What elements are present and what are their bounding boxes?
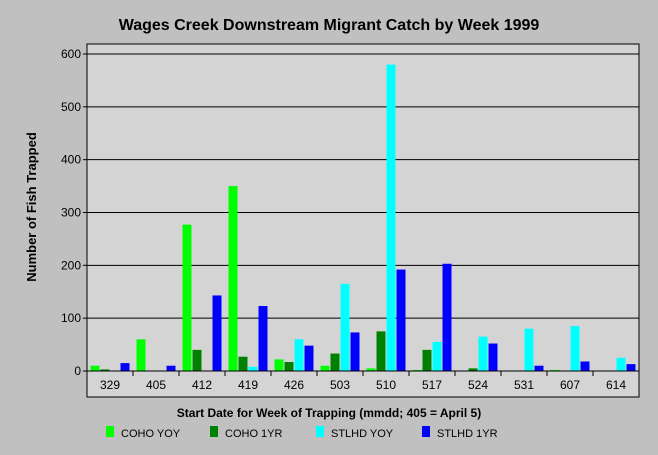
legend: COHO YOY COHO 1YR STLHD YOY STLHD 1YR [106,426,498,440]
legend-label: COHO 1YR [225,428,283,440]
bar-stlhd-yoy [616,357,626,371]
x-tick-label: 405 [146,378,166,392]
x-tick-label: 419 [238,378,258,392]
bar-stlhd-1yr [534,365,544,371]
x-tick-label: 510 [376,378,396,392]
bar-stlhd-1yr [304,345,314,371]
bar-stlhd-1yr [580,361,590,371]
bar-stlhd-yoy [340,283,350,371]
bar-coho-1yr [238,356,248,371]
gridlines [87,53,639,319]
y-tick-label: 100 [61,311,81,325]
bar-coho-1yr [330,353,340,371]
bar-coho-yoy [228,186,238,371]
y-tick-label: 0 [74,364,81,378]
bar-coho-yoy [274,359,284,371]
x-tick-label: 503 [330,378,350,392]
y-axis-label: Number of Fish Trapped [24,132,39,282]
legend-swatch [210,426,218,437]
bar-stlhd-yoy [386,64,396,372]
bar-stlhd-yoy [294,339,304,371]
y-tick-label: 300 [61,206,81,220]
x-tick-label: 531 [514,378,534,392]
x-axis-ticks: 329 405 412 419 426 503 510 517 524 531 607 614 [100,371,626,392]
y-axis-ticks: 0 100 200 300 400 500 600 [61,47,87,378]
bar-coho-1yr [192,349,202,371]
x-tick-label: 517 [422,378,442,392]
x-axis-label: Start Date for Week of Trapping (mmdd; 4… [177,406,481,420]
bar-stlhd-yoy [248,366,258,371]
bar-stlhd-yoy [478,336,488,371]
chart-title: Wages Creek Downstream Migrant Catch by … [119,17,540,34]
bar-group [90,64,636,372]
legend-label: COHO YOY [121,428,181,440]
bar-stlhd-1yr [166,365,176,371]
legend-swatch [106,426,114,437]
x-tick-label: 614 [606,378,626,392]
bar-stlhd-1yr [488,343,498,371]
bar-coho-1yr [422,349,432,371]
bar-coho-yoy [182,224,192,371]
x-tick-label: 524 [468,378,488,392]
bar-coho-1yr [100,369,110,371]
x-tick-label: 426 [284,378,304,392]
bar-coho-yoy [136,339,146,371]
bar-coho-1yr [376,331,386,371]
bar-stlhd-yoy [570,326,580,371]
bar-stlhd-1yr [258,306,268,371]
bar-coho-yoy [90,365,100,371]
legend-swatch [316,426,324,437]
bar-coho-1yr [468,368,478,371]
bar-coho-yoy [412,369,422,371]
bar-stlhd-1yr [626,364,636,371]
bar-stlhd-1yr [212,295,222,371]
bar-coho-yoy [366,368,376,371]
y-tick-label: 200 [61,258,81,272]
legend-swatch [422,426,430,437]
bar-coho-yoy [550,369,560,371]
bar-stlhd-1yr [350,332,360,371]
x-tick-label: 329 [100,378,120,392]
legend-label: STLHD YOY [331,428,394,440]
bar-coho-yoy [320,365,330,371]
bar-stlhd-1yr [442,263,452,371]
legend-label: STLHD 1YR [437,428,498,440]
y-tick-label: 500 [61,100,81,114]
bar-stlhd-yoy [524,328,534,371]
bar-stlhd-yoy [432,341,442,371]
plot-area [86,43,640,372]
bar-stlhd-1yr [396,269,406,371]
y-tick-label: 400 [61,153,81,167]
y-tick-label: 600 [61,47,81,61]
bar-stlhd-1yr [120,363,130,371]
x-tick-label: 607 [560,378,580,392]
x-tick-label: 412 [192,378,212,392]
bar-coho-1yr [284,362,294,371]
